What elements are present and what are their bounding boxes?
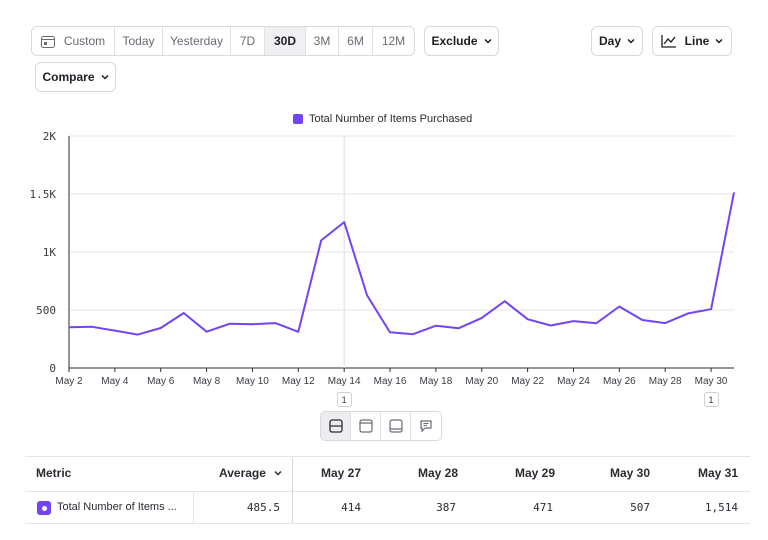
annotations-button[interactable]	[411, 412, 441, 440]
x-tick-label: May 10	[236, 376, 269, 387]
series-line	[68, 192, 735, 336]
line-chart-icon	[661, 34, 677, 48]
x-tick-label: May 22	[511, 376, 544, 387]
compare-label: Compare	[42, 70, 95, 84]
date-column-header: May 27	[320, 466, 361, 480]
date-column-header: May 29	[514, 466, 555, 480]
metric-column-header: Metric	[36, 466, 72, 480]
average-column-header[interactable]: Average	[219, 466, 282, 480]
date-range-7d-button[interactable]: 7D	[231, 27, 265, 55]
sort-chevron-icon	[274, 470, 282, 476]
y-tick-label: 1.5K	[30, 188, 57, 201]
x-tick-label: May 26	[603, 376, 636, 387]
date-range-3m-button[interactable]: 3M	[306, 27, 339, 55]
average-header-label: Average	[219, 466, 266, 480]
x-tick-label: May 14	[328, 376, 361, 387]
date-column-header: May 31	[697, 466, 738, 480]
table-cell: 507	[630, 501, 650, 514]
table-header-divider	[25, 491, 750, 492]
x-tick-label: May 20	[465, 376, 498, 387]
x-tick-label: May 30	[695, 376, 728, 387]
split-view-button[interactable]	[321, 412, 351, 440]
exclude-label: Exclude	[431, 34, 478, 48]
date-range-selector: Custom Today Yesterday 7D 30D 3M 6M 12M	[31, 26, 415, 56]
y-tick-label: 0	[49, 362, 56, 375]
legend-swatch	[293, 114, 303, 124]
annotation-marker[interactable]: 1	[703, 392, 719, 407]
chevron-down-icon	[715, 38, 723, 44]
metric-color-icon	[37, 501, 51, 515]
date-column-header: May 28	[417, 466, 458, 480]
x-tick-label: May 16	[374, 376, 407, 387]
table-top-divider	[25, 456, 750, 457]
y-tick-label: 2K	[43, 130, 57, 143]
chevron-down-icon	[627, 38, 635, 44]
calendar-icon	[40, 35, 55, 48]
metric-row-name[interactable]: Total Number of Items ...	[57, 501, 177, 513]
y-tick-label: 1K	[43, 246, 57, 259]
date-column-header: May 30	[609, 466, 650, 480]
comment-icon	[420, 420, 432, 433]
date-range-custom-button[interactable]: Custom	[32, 27, 115, 55]
table-cell: 1,514	[704, 501, 738, 514]
date-range-custom-label: Custom	[63, 34, 106, 48]
interval-label: Day	[598, 34, 621, 48]
chart-only-view-button[interactable]	[351, 412, 381, 440]
chart-type-dropdown[interactable]: Line	[652, 26, 732, 56]
table-view-icon	[388, 419, 403, 433]
x-tick-label: May 2	[55, 376, 83, 387]
date-range-yesterday-button[interactable]: Yesterday	[163, 27, 231, 55]
table-bottom-divider	[25, 523, 750, 524]
y-tick-label: 500	[36, 304, 56, 317]
split-view-icon	[328, 419, 343, 433]
date-range-today-button[interactable]: Today	[115, 27, 163, 55]
compare-dropdown[interactable]: Compare	[35, 62, 116, 92]
date-range-30d-button[interactable]: 30D	[265, 27, 306, 55]
x-tick-label: May 18	[419, 376, 452, 387]
column-divider	[292, 458, 293, 523]
table-cell: 414	[341, 501, 361, 514]
table-cell: 471	[533, 501, 553, 514]
column-divider	[193, 491, 194, 523]
chevron-down-icon	[100, 74, 109, 80]
average-value: 485.5	[246, 501, 280, 514]
x-tick-label: May 6	[147, 376, 175, 387]
x-tick-label: May 4	[101, 376, 129, 387]
chevron-down-icon	[483, 38, 492, 44]
x-tick-label: May 8	[193, 376, 221, 387]
x-tick-label: May 24	[557, 376, 590, 387]
line-chart[interactable]: 0 500 1K 1.5K 2K May 2 May 4 May 6 May 8 May 10 M…	[0, 0, 768, 400]
chart-type-label: Line	[684, 34, 710, 48]
x-tick-label: May 12	[282, 376, 315, 387]
date-range-12m-button[interactable]: 12M	[373, 27, 414, 55]
date-range-6m-button[interactable]: 6M	[339, 27, 373, 55]
chart-view-toggle	[320, 411, 442, 441]
table-cell: 387	[436, 501, 456, 514]
chart-view-icon	[358, 419, 373, 433]
legend-label: Total Number of Items Purchased	[309, 113, 473, 125]
annotation-marker[interactable]: 1	[336, 392, 352, 407]
chart-legend[interactable]: Total Number of Items Purchased	[293, 113, 472, 125]
exclude-dropdown[interactable]: Exclude	[424, 26, 499, 56]
interval-dropdown[interactable]: Day	[591, 26, 643, 56]
x-tick-label: May 28	[649, 376, 682, 387]
table-only-view-button[interactable]	[381, 412, 411, 440]
